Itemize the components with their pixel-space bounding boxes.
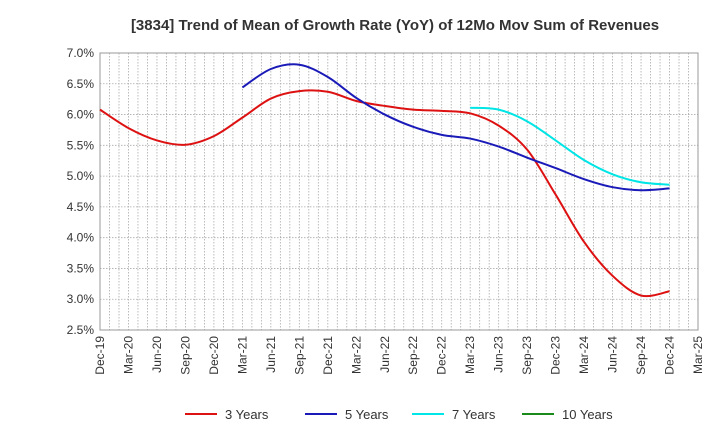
- grid: [100, 53, 698, 330]
- y-tick-label: 6.0%: [67, 108, 95, 122]
- legend-label-10-years: 10 Years: [562, 407, 613, 422]
- chart-title: [3834] Trend of Mean of Growth Rate (YoY…: [131, 17, 659, 34]
- x-tick-label: Jun-22: [378, 336, 392, 373]
- y-tick-label: 6.5%: [67, 77, 95, 91]
- x-tick-label: Dec-20: [207, 336, 221, 375]
- x-tick-label: Jun-24: [606, 336, 620, 373]
- x-tick-label: Mar-25: [691, 336, 705, 374]
- series-line-3-years: [99, 89, 670, 298]
- y-tick-label: 3.5%: [67, 261, 95, 275]
- y-axis: 2.5% 3.0% 3.5% 4.0% 4.5% 5.0% 5.5% 6.0% 6.5% 7.0%: [67, 46, 95, 337]
- y-tick-label: 4.5%: [67, 200, 95, 214]
- x-tick-label: Jun-20: [150, 336, 164, 373]
- x-tick-label: Dec-21: [321, 336, 335, 375]
- x-tick-label: Sep-21: [292, 336, 306, 375]
- y-tick-label: 5.0%: [67, 169, 95, 183]
- y-tick-label: 7.0%: [67, 46, 95, 60]
- y-tick-label: 5.5%: [67, 138, 95, 152]
- x-tick-label: Sep-24: [634, 336, 648, 375]
- x-tick-label: Mar-20: [121, 336, 135, 374]
- x-tick-label: Dec-19: [93, 336, 107, 375]
- x-tick-label: Sep-22: [406, 336, 420, 375]
- series-layer: [99, 63, 670, 298]
- x-tick-label: Dec-23: [549, 336, 563, 375]
- x-tick-label: Sep-20: [178, 336, 192, 375]
- x-tick-label: Mar-23: [463, 336, 477, 374]
- x-tick-label: Dec-24: [663, 336, 677, 375]
- legend-label-3-years: 3 Years: [225, 407, 269, 422]
- x-tick-label: Mar-21: [235, 336, 249, 374]
- x-tick-label: Mar-22: [349, 336, 363, 374]
- series-line-5-years: [241, 63, 670, 192]
- plot-area-border: [99, 52, 699, 331]
- x-tick-label: Sep-23: [520, 336, 534, 375]
- legend-label-7-years: 7 Years: [452, 407, 496, 422]
- x-axis: Dec-19 Mar-20 Jun-20 Sep-20 Dec-20 Mar-21 Jun-…: [93, 336, 705, 375]
- x-tick-label: Dec-22: [435, 336, 449, 375]
- x-tick-label: Jun-23: [492, 336, 506, 373]
- series-line-7-years: [470, 106, 670, 186]
- y-tick-label: 3.0%: [67, 292, 95, 306]
- legend: 3 Years 5 Years 7 Years 10 Years: [185, 407, 613, 422]
- x-tick-label: Mar-24: [577, 336, 591, 374]
- legend-label-5-years: 5 Years: [345, 407, 389, 422]
- y-tick-label: 4.0%: [67, 231, 95, 245]
- x-tick-label: Jun-21: [264, 336, 278, 373]
- y-tick-label: 2.5%: [67, 323, 95, 337]
